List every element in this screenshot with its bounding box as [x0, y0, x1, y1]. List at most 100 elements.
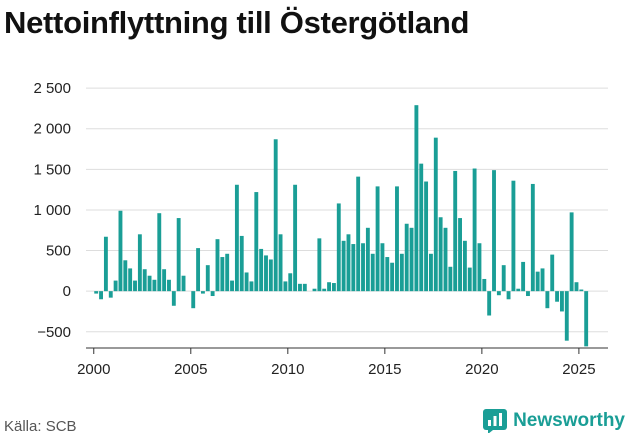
bar: [239, 235, 244, 292]
bar: [399, 253, 404, 292]
source-note: Källa: SCB: [4, 418, 77, 435]
bar: [167, 279, 171, 292]
bar: [181, 275, 186, 292]
bar: [496, 291, 501, 296]
bar: [244, 272, 249, 292]
bar: [108, 291, 113, 298]
bar: [249, 281, 254, 292]
bar: [550, 254, 555, 292]
bar: [171, 291, 176, 306]
bar: [472, 168, 477, 292]
bar: [230, 280, 234, 292]
bar: [521, 261, 526, 292]
y-tick-label: 1 000: [33, 202, 71, 219]
bar: [298, 283, 302, 292]
bar: [200, 291, 205, 294]
bar: [205, 265, 210, 292]
bar: [152, 279, 157, 292]
bar: [569, 212, 574, 292]
bar: [278, 234, 283, 292]
bar: [390, 262, 395, 292]
brand-name: Newsworthy: [513, 410, 625, 431]
bar: [268, 259, 273, 292]
bar: [118, 210, 123, 292]
y-tick-label: 2 000: [33, 121, 71, 138]
bar: [501, 265, 506, 292]
bar: [341, 240, 346, 292]
bar: [176, 218, 181, 292]
bar: [215, 239, 220, 292]
x-tick-label: 2000: [77, 361, 110, 378]
y-axis-tick-labels: −500 0 500 1 000 1 500 2 000 2 500: [33, 80, 71, 341]
bar: [191, 291, 196, 309]
x-tick-label: 2010: [271, 361, 304, 378]
bar: [574, 282, 579, 292]
bar: [128, 268, 133, 292]
bar: [526, 291, 530, 297]
bar: [545, 291, 550, 309]
bar: [162, 269, 167, 292]
bar: [336, 203, 341, 292]
bar: [331, 283, 336, 292]
x-tick-label: 2005: [174, 361, 207, 378]
x-tick-label: 2020: [465, 361, 498, 378]
bar: [506, 291, 511, 300]
bar: [234, 184, 239, 292]
bar: [462, 240, 467, 292]
y-tick-label: −500: [37, 324, 71, 341]
bar: [487, 291, 492, 316]
y-tick-label: 0: [63, 283, 71, 300]
bar: [564, 291, 569, 341]
bar: [535, 271, 540, 292]
bar: [351, 244, 356, 292]
bar: [361, 243, 365, 292]
bars: [94, 105, 589, 347]
bar: [346, 234, 351, 292]
bar: [225, 253, 230, 292]
bar: [254, 192, 259, 292]
bar: [511, 180, 516, 292]
bar: [555, 291, 560, 302]
bar: [404, 223, 409, 292]
bar: [273, 139, 278, 292]
bar: [375, 186, 380, 292]
bar: [259, 248, 264, 292]
bar: [584, 291, 589, 347]
bar: [288, 273, 293, 292]
x-tick-label: 2015: [368, 361, 401, 378]
bar: [540, 268, 545, 292]
bar: [414, 105, 419, 292]
bar: [133, 280, 137, 292]
bar: [147, 275, 152, 292]
bar: [356, 176, 361, 292]
bar: [409, 227, 414, 292]
x-tick-label: 2025: [562, 361, 595, 378]
bar: [142, 269, 147, 292]
bar: [385, 257, 390, 292]
bar: [365, 227, 370, 292]
x-axis-tick-labels: 2000 2005 2010 2015 2020 2025: [77, 361, 596, 378]
bar: [157, 213, 162, 292]
bar: [516, 288, 521, 292]
bar: [103, 236, 108, 292]
y-tick-label: 2 500: [33, 80, 71, 97]
bar: [433, 137, 438, 292]
bar: [482, 278, 487, 292]
bar: [220, 257, 225, 292]
bar: [327, 282, 331, 292]
brand-logo: Newsworthy: [483, 409, 625, 433]
bar: [453, 170, 458, 292]
bar: [477, 243, 482, 292]
bar: [492, 170, 496, 292]
bar: [467, 267, 472, 292]
bar: [380, 243, 385, 292]
bar: [210, 291, 215, 297]
bar: [579, 289, 584, 292]
bar: [94, 291, 99, 294]
bar: [283, 281, 288, 292]
bar: [264, 255, 268, 292]
bar: [559, 291, 564, 312]
bar: [302, 283, 307, 292]
bar: [317, 238, 322, 292]
